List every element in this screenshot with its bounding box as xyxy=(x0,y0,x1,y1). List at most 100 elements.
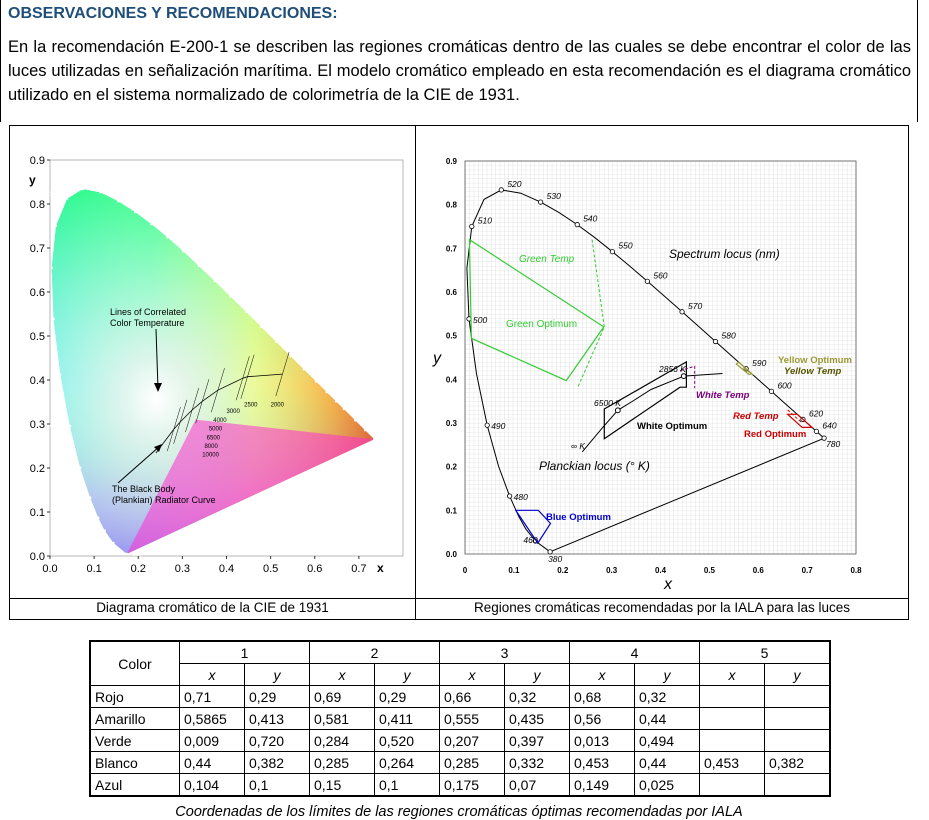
temperature-label: 2000 xyxy=(271,402,285,408)
left-y-tick-label: 0.5 xyxy=(30,331,45,343)
table-cell xyxy=(764,685,831,708)
wavelength-marker xyxy=(547,549,553,555)
wavelength-dot xyxy=(342,407,345,411)
wavelength-label: 570 xyxy=(688,301,702,311)
wavelength-label: 535 xyxy=(141,210,150,216)
table-row: Blanco 0,44 0,382 0,285 0,264 0,285 0,332 0,453… xyxy=(89,751,831,774)
wavelength-label: 560 xyxy=(221,279,230,285)
wavelength-marker xyxy=(821,435,827,441)
wavelength-label: 560 xyxy=(653,270,667,280)
color-column-header: Color xyxy=(89,640,180,686)
table-row: Amarillo 0,5865 0,413 0,581 0,411 0,555 0,435 0… xyxy=(89,707,831,730)
table-cell: 0,453 xyxy=(569,751,635,774)
wavelength-dot xyxy=(65,197,69,200)
left-figure-caption: Diagrama cromático de la CIE de 1931 xyxy=(96,600,329,615)
table-cell: 0,453 xyxy=(699,751,765,774)
wavelength-dot xyxy=(274,340,278,344)
table-cell: 0,15 xyxy=(309,773,375,797)
wavelength-label: 495 xyxy=(39,372,48,378)
wavelength-marker xyxy=(484,422,490,428)
right-y-tick-label: 0.9 xyxy=(446,157,458,166)
wavelength-marker xyxy=(574,222,580,228)
annotation-blackbody-line2: (Plankian) Radiator Curve xyxy=(112,495,216,505)
label-green-temp: Green Temp xyxy=(519,254,575,265)
yellow-optimum-region xyxy=(735,361,753,376)
sub-header-x: x xyxy=(699,663,765,686)
annotation-cct-line2: Color Temperature xyxy=(110,318,184,328)
table-cell: 0,332 xyxy=(504,751,570,774)
table-cell: 0,07 xyxy=(504,773,570,797)
table-cell: 0,284 xyxy=(309,729,375,752)
page-left-rule xyxy=(0,0,1,122)
right-x-tick-label: 0 xyxy=(463,566,468,575)
sub-header-y: y xyxy=(504,663,570,686)
table-group-header-row: Color 1 2 3 4 5 xyxy=(89,640,831,686)
right-y-tick-label: 0.1 xyxy=(446,506,458,515)
table-cell: 0,32 xyxy=(504,685,570,708)
wavelength-label: 510 xyxy=(478,215,492,225)
green-temp-outline xyxy=(576,239,605,389)
table-cell: 0,207 xyxy=(439,729,505,752)
left-y-tick-label: 0.8 xyxy=(30,199,45,211)
table-body: Rojo 0,71 0,29 0,69 0,29 0,66 0,32 0,68 0,32 Amar… xyxy=(89,685,831,797)
wavelength-label: 460 xyxy=(523,535,537,545)
label-white-temp: White Temp xyxy=(696,390,750,401)
wavelength-label: 475 xyxy=(77,516,86,522)
cct-line xyxy=(275,352,290,397)
wavelength-label: 640 xyxy=(822,420,836,430)
table-cell: 0,720 xyxy=(244,729,310,752)
sub-header-x: x xyxy=(439,663,505,686)
temperature-label: 4000 xyxy=(213,418,227,424)
cct-line xyxy=(167,407,181,452)
marker-6500k xyxy=(614,407,621,414)
wavelength-label: 570 xyxy=(252,310,261,316)
right-grid xyxy=(465,161,856,554)
table-cell: 0,413 xyxy=(244,707,310,730)
group-header: 3 xyxy=(439,640,570,664)
wavelength-marker xyxy=(712,338,719,345)
spectrum-locus xyxy=(466,189,826,553)
row-color-name: Rojo xyxy=(89,685,180,708)
wavelength-label: 575 xyxy=(267,325,276,331)
table-cell: 0,581 xyxy=(309,707,375,730)
temperature-label: 6500 xyxy=(207,435,221,441)
table-cell xyxy=(699,707,765,730)
sub-header-x: x xyxy=(569,663,635,686)
table-cell: 0,175 xyxy=(439,773,505,797)
left-y-tick-label: 0.9 xyxy=(30,155,45,167)
table-cell: 0,69 xyxy=(309,685,375,708)
wavelength-marker xyxy=(538,199,544,205)
right-axis-x-label: x xyxy=(663,576,673,593)
wavelength-dot xyxy=(50,266,53,270)
wavelength-label: 485 xyxy=(59,466,68,472)
wavelength-label: 620 xyxy=(361,418,370,424)
wavelength-dot xyxy=(54,224,58,228)
right-x-tick-label: 0.4 xyxy=(655,566,667,575)
wavelength-dot xyxy=(244,310,248,314)
annotation-blackbody-line1: The Black Body xyxy=(112,484,176,494)
table-cell: 0,1 xyxy=(374,773,440,797)
table-cell: 0,149 xyxy=(569,773,635,797)
wavelength-label: 580 xyxy=(721,331,735,341)
label-inf-k: ∞ K xyxy=(571,441,585,451)
table-cell: 0,32 xyxy=(634,685,700,708)
sub-header-y: y xyxy=(634,663,700,686)
wavelength-label: 510 xyxy=(35,224,44,230)
sub-header-y: y xyxy=(374,663,440,686)
right-plot-frame xyxy=(464,160,857,555)
table-cell: 0,494 xyxy=(634,729,700,752)
wavelength-dot xyxy=(117,200,120,203)
table-cell: 0,29 xyxy=(374,685,440,708)
wavelength-dot xyxy=(363,429,367,432)
label-yellow-temp: Yellow Temp xyxy=(784,366,842,377)
right-x-tick-label: 0.7 xyxy=(802,566,814,575)
table-cell: 0,382 xyxy=(244,751,310,774)
wavelength-marker xyxy=(507,493,513,499)
left-x-tick-label: 0.7 xyxy=(351,563,366,575)
wavelength-marker xyxy=(644,278,650,284)
table-cell: 0,71 xyxy=(179,685,245,708)
wavelength-label: 500 xyxy=(473,315,487,325)
wavelength-dot xyxy=(103,529,106,532)
row-color-name: Azul xyxy=(89,773,180,797)
table-cell: 0,285 xyxy=(439,751,505,774)
